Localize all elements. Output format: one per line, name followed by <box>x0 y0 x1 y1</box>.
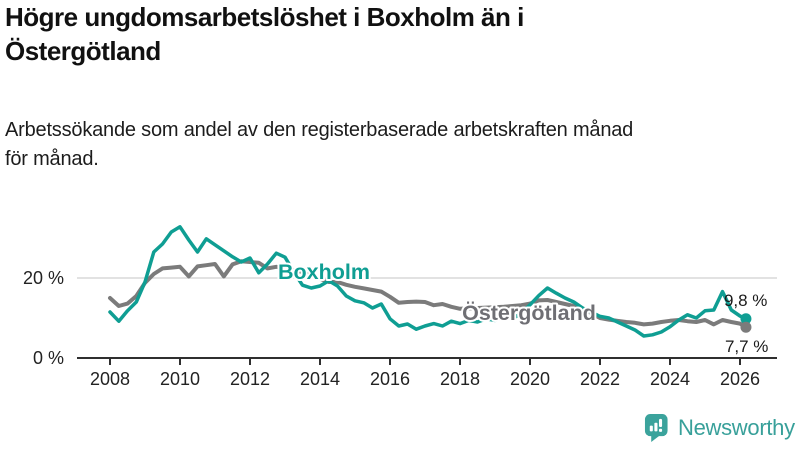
x-axis-label: 2022 <box>580 369 620 389</box>
boxholm-label: Boxholm <box>278 260 370 284</box>
ostergotland-end-value: 7,7 % <box>725 337 768 356</box>
logo-bubble-tail <box>651 433 660 442</box>
ostergotland-label: Östergötland <box>462 300 596 325</box>
newsworthy-logo-icon <box>644 414 668 442</box>
chart-subtitle: Arbetssökande som andel av den registerb… <box>5 119 634 170</box>
boxholm-line <box>108 225 748 338</box>
chart-title: Högre ungdomsarbetslöshet i Boxholm än i… <box>5 2 524 66</box>
boxholm-end-value: 9,8 % <box>724 291 767 310</box>
x-axis-label: 2010 <box>160 369 200 389</box>
y-axis-label: 0 % <box>33 348 64 368</box>
boxholm-end-dot <box>740 313 752 325</box>
x-axis-label: 2024 <box>650 369 690 389</box>
x-axis-label: 2008 <box>90 369 130 389</box>
x-axis-label: 2016 <box>370 369 410 389</box>
ostergotland-line <box>108 259 748 330</box>
x-axis-label: 2026 <box>720 369 760 389</box>
ostergotland-end-dot <box>740 321 752 333</box>
brand-name: Newsworthy <box>678 415 795 440</box>
x-axis-label: 2014 <box>300 369 340 389</box>
x-axis-label: 2018 <box>440 369 480 389</box>
line-chart: 0 % 20 % 2008 2010 2012 2014 2016 2018 2020 2022 2… <box>23 225 777 389</box>
logo-chart-glyph <box>649 418 663 432</box>
x-axis-label: 2020 <box>510 369 550 389</box>
y-axis-label: 20 % <box>23 268 64 288</box>
x-axis-label: 2012 <box>230 369 270 389</box>
brand-footer: Newsworthy <box>644 413 795 443</box>
